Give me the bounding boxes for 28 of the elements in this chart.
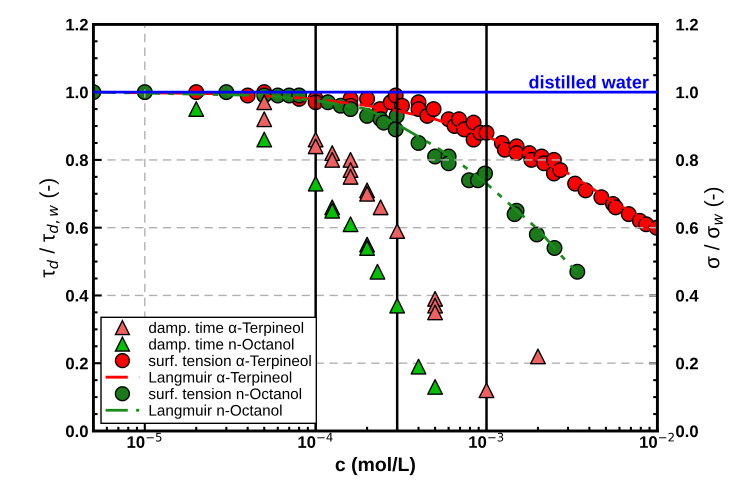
- y-tick-label: 0.8: [66, 154, 88, 166]
- legend-label: Langmuir α-Terpineol: [150, 371, 292, 386]
- y2-tick-label: 0.6: [676, 222, 698, 234]
- y2-tick-label: 0.4: [676, 290, 698, 302]
- y-tick-label: 1.0: [66, 86, 88, 98]
- legend-label: damp. time α-Terpineol: [149, 322, 304, 336]
- ref-line-label: distilled water: [529, 75, 649, 89]
- y2-tick-label: 0.8: [676, 154, 698, 166]
- legend-label: surf. tension α-Terpineol: [148, 354, 311, 370]
- y-tick-label: 1.2: [66, 18, 88, 30]
- x-tick-label: 10$^{−4}$: [298, 432, 333, 448]
- legend-label: surf. tension n-Octanol: [148, 388, 302, 400]
- x-tick-label: 10$^{−5}$: [128, 432, 162, 448]
- y-tick-label: 0.4: [66, 290, 88, 302]
- x-tick-label: 10$^{−3}$: [469, 432, 504, 448]
- y-tick-label: 0.6: [66, 222, 88, 234]
- y2-tick-label: 1.0: [676, 86, 698, 98]
- y-tick-label: 0.0: [66, 425, 88, 438]
- y2-tick-label: 0.2: [676, 358, 698, 370]
- legend-label: damp. time n-Octanol: [149, 338, 294, 353]
- y2-tick-label: 0.0: [676, 425, 698, 438]
- y-tick-label: 0.2: [66, 358, 88, 370]
- y2-axis-title: σ / σ$_{w}$ (-): [704, 188, 724, 268]
- y2-tick-label: 1.2: [676, 18, 698, 30]
- legend-label: Langmuir n-Octanol: [150, 404, 282, 419]
- x-tick-label: 10$^{−2}$: [640, 432, 674, 448]
- x-axis-title: c (mol/L): [336, 456, 415, 476]
- y-axis-title: τ$_{d}$ / τ$_{d,w}$ (-): [39, 179, 60, 278]
